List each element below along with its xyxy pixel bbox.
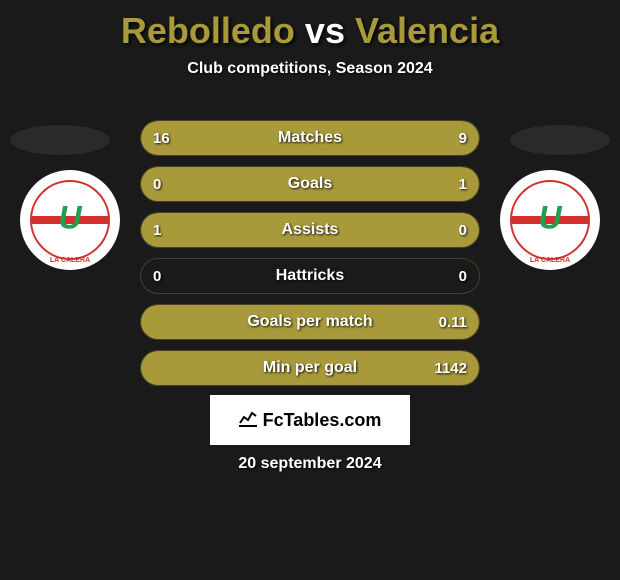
stat-label: Goals: [141, 167, 479, 201]
stat-value-right: 1142: [434, 351, 467, 385]
stat-value-left: 16: [153, 121, 170, 155]
crest-letter: U: [538, 200, 561, 237]
stat-value-right: 0: [459, 259, 467, 293]
player2-club-logo: U LA CALERA: [500, 170, 600, 270]
date-text: 20 september 2024: [0, 455, 620, 473]
stat-value-right: 1: [459, 167, 467, 201]
player1-club-logo: U LA CALERA: [20, 170, 120, 270]
stat-label: Hattricks: [141, 259, 479, 293]
chart-icon: [239, 409, 257, 432]
stats-container: Matches169Goals01Assists10Hattricks00Goa…: [140, 120, 480, 396]
vs-separator: vs: [305, 10, 345, 51]
stat-value-right: 0: [459, 213, 467, 247]
branding-text: FcTables.com: [263, 410, 382, 431]
stat-value-left: 1: [153, 213, 161, 247]
crest-badge: U LA CALERA: [500, 170, 600, 270]
stat-label: Assists: [141, 213, 479, 247]
stat-value-right: 0.11: [439, 305, 467, 339]
player2-name: Valencia: [355, 10, 499, 51]
stat-row: Goals per match0.11: [140, 304, 480, 340]
crest-inner: U: [510, 180, 590, 260]
crest-badge: U LA CALERA: [20, 170, 120, 270]
comparison-title: Rebolledo vs Valencia: [0, 0, 620, 52]
stat-row: Hattricks0 0: [140, 258, 480, 294]
stat-label: Matches: [141, 121, 479, 155]
crest-text: LA CALERA: [530, 257, 570, 264]
subtitle-text: Club competitions, Season 2024: [0, 60, 620, 78]
crest-text: LA CALERA: [50, 257, 90, 264]
stat-value-left: 0: [153, 259, 161, 293]
stat-value-left: 0: [153, 167, 161, 201]
player1-shadow: [10, 125, 110, 155]
crest-letter: U: [58, 200, 81, 237]
player1-name: Rebolledo: [121, 10, 295, 51]
stat-label: Min per goal: [141, 351, 479, 385]
branding-box: FcTables.com: [210, 395, 410, 445]
player2-shadow: [510, 125, 610, 155]
stat-row: Min per goal1142: [140, 350, 480, 386]
crest-inner: U: [30, 180, 110, 260]
stat-row: Assists1 0: [140, 212, 480, 248]
stat-row: Matches16 9: [140, 120, 480, 156]
stat-label: Goals per match: [141, 305, 479, 339]
stat-row: Goals0 1: [140, 166, 480, 202]
stat-value-right: 9: [459, 121, 467, 155]
